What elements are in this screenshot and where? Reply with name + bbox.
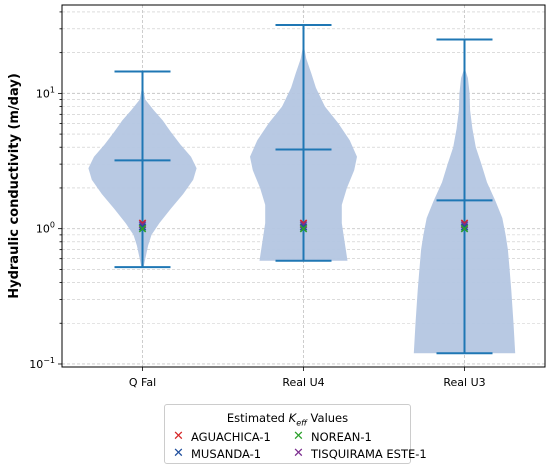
keff-marker bbox=[460, 224, 469, 233]
keff-marker bbox=[299, 224, 308, 233]
legend-entry: ✕ MUSANDA-1 bbox=[173, 447, 261, 461]
x-marker-icon: ✕ bbox=[293, 446, 304, 461]
x-tick-label: Real U3 bbox=[443, 376, 485, 389]
violin-bodies bbox=[88, 24, 516, 355]
y-tick-label: 101 bbox=[36, 85, 55, 100]
y-axis-label: Hydraulic conductivity (m/day) bbox=[7, 73, 22, 299]
legend-title: Estimated Keff Values bbox=[226, 411, 349, 428]
keff-marker bbox=[460, 223, 469, 231]
marker-stroke bbox=[138, 224, 147, 233]
legend-label: MUSANDA-1 bbox=[191, 447, 262, 461]
legend-label: TISQUIRAMA ESTE-1 bbox=[311, 447, 427, 461]
marker-stroke bbox=[299, 224, 308, 233]
x-tick-label: Real U4 bbox=[282, 376, 324, 389]
marker-stroke bbox=[460, 223, 469, 231]
keff-markers bbox=[138, 219, 469, 233]
legend-label: NOREAN-1 bbox=[311, 430, 372, 444]
legend-label: AGUACHICA-1 bbox=[191, 430, 271, 444]
marker-stroke bbox=[299, 223, 308, 231]
x-marker-icon: ✕ bbox=[293, 429, 304, 444]
x-marker-icon: ✕ bbox=[173, 446, 184, 461]
y-tick-label: 100 bbox=[36, 221, 55, 236]
legend-entry: ✕ TISQUIRAMA ESTE-1 bbox=[293, 447, 427, 461]
keff-marker bbox=[138, 223, 147, 231]
x-tick-label: Q Fal bbox=[129, 376, 156, 389]
legend: Estimated Keff Values ✕ AGUACHICA-1 ✕ MUSAN… bbox=[164, 404, 427, 464]
x-marker-icon: ✕ bbox=[173, 429, 184, 444]
legend-entry: ✕ NOREAN-1 bbox=[293, 430, 372, 444]
marker-stroke bbox=[460, 224, 469, 233]
keff-marker bbox=[299, 223, 308, 231]
legend-entry: ✕ AGUACHICA-1 bbox=[173, 430, 271, 444]
y-tick-label: 10−1 bbox=[29, 356, 55, 371]
marker-stroke bbox=[138, 223, 147, 231]
y-axis-ticks: 10−1 100 101 bbox=[29, 11, 62, 371]
keff-marker bbox=[138, 224, 147, 233]
x-axis-ticks: Q Fal Real U4 Real U3 bbox=[129, 367, 486, 389]
